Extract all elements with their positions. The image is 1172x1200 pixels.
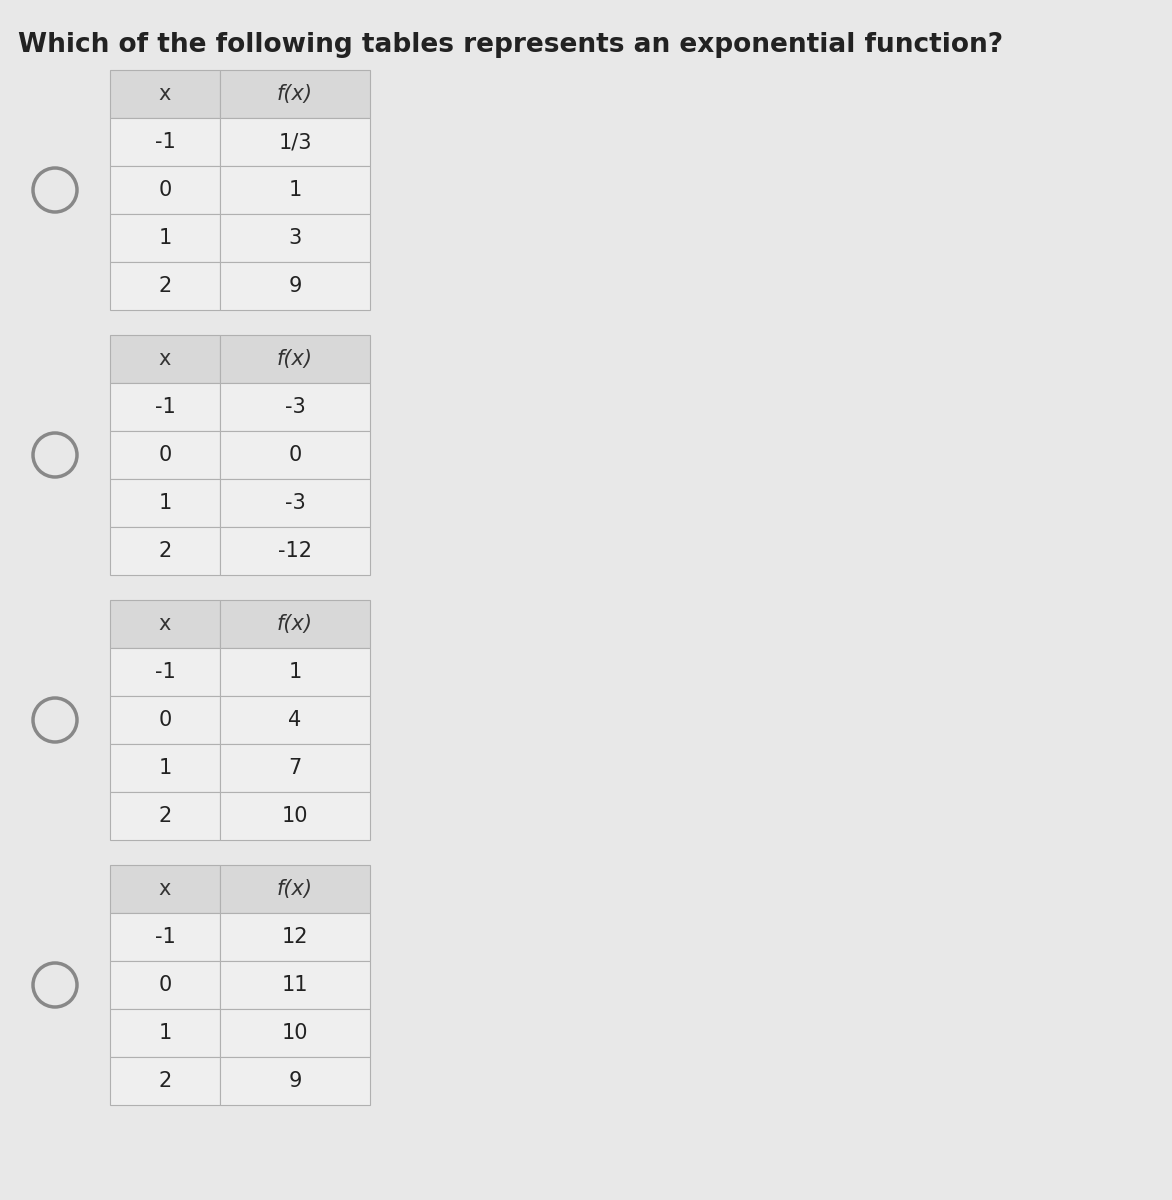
Text: x: x — [159, 878, 171, 899]
Text: 1: 1 — [158, 493, 171, 514]
FancyBboxPatch shape — [110, 744, 220, 792]
FancyBboxPatch shape — [110, 527, 220, 575]
FancyBboxPatch shape — [220, 262, 370, 310]
Text: 3: 3 — [288, 228, 301, 248]
Text: 1: 1 — [158, 1022, 171, 1043]
FancyBboxPatch shape — [110, 118, 220, 166]
FancyBboxPatch shape — [220, 744, 370, 792]
FancyBboxPatch shape — [220, 166, 370, 214]
FancyBboxPatch shape — [220, 214, 370, 262]
Text: 9: 9 — [288, 1070, 301, 1091]
Text: -12: -12 — [278, 541, 312, 560]
Text: f(x): f(x) — [277, 878, 313, 899]
FancyBboxPatch shape — [110, 479, 220, 527]
FancyBboxPatch shape — [220, 600, 370, 648]
Text: 0: 0 — [158, 445, 171, 464]
Text: 2: 2 — [158, 1070, 171, 1091]
FancyBboxPatch shape — [110, 961, 220, 1009]
Text: 1: 1 — [158, 758, 171, 778]
FancyBboxPatch shape — [110, 262, 220, 310]
FancyBboxPatch shape — [220, 1009, 370, 1057]
Text: 1: 1 — [288, 180, 301, 200]
FancyBboxPatch shape — [110, 792, 220, 840]
Text: f(x): f(x) — [277, 84, 313, 104]
FancyBboxPatch shape — [220, 70, 370, 118]
FancyBboxPatch shape — [220, 865, 370, 913]
FancyBboxPatch shape — [220, 527, 370, 575]
Text: 0: 0 — [288, 445, 301, 464]
FancyBboxPatch shape — [110, 1057, 220, 1105]
FancyBboxPatch shape — [220, 913, 370, 961]
Text: 10: 10 — [281, 1022, 308, 1043]
FancyBboxPatch shape — [110, 335, 220, 383]
FancyBboxPatch shape — [220, 335, 370, 383]
Text: -3: -3 — [285, 397, 306, 416]
FancyBboxPatch shape — [220, 696, 370, 744]
Text: 1: 1 — [288, 662, 301, 682]
Text: 12: 12 — [281, 926, 308, 947]
Text: 2: 2 — [158, 541, 171, 560]
Text: 0: 0 — [158, 974, 171, 995]
FancyBboxPatch shape — [110, 214, 220, 262]
Text: -1: -1 — [155, 926, 176, 947]
FancyBboxPatch shape — [110, 600, 220, 648]
Text: x: x — [159, 349, 171, 370]
FancyBboxPatch shape — [220, 479, 370, 527]
Text: 9: 9 — [288, 276, 301, 296]
FancyBboxPatch shape — [110, 1009, 220, 1057]
FancyBboxPatch shape — [110, 865, 220, 913]
Text: 10: 10 — [281, 806, 308, 826]
Text: 1: 1 — [158, 228, 171, 248]
FancyBboxPatch shape — [220, 961, 370, 1009]
Text: -3: -3 — [285, 493, 306, 514]
FancyBboxPatch shape — [110, 648, 220, 696]
FancyBboxPatch shape — [220, 118, 370, 166]
FancyBboxPatch shape — [110, 696, 220, 744]
Text: Which of the following tables represents an exponential function?: Which of the following tables represents… — [18, 32, 1003, 58]
Text: 11: 11 — [281, 974, 308, 995]
Text: -1: -1 — [155, 662, 176, 682]
FancyBboxPatch shape — [110, 913, 220, 961]
Text: 7: 7 — [288, 758, 301, 778]
Text: 1/3: 1/3 — [278, 132, 312, 152]
Text: -1: -1 — [155, 132, 176, 152]
Text: 0: 0 — [158, 710, 171, 730]
Text: 4: 4 — [288, 710, 301, 730]
FancyBboxPatch shape — [110, 431, 220, 479]
Text: 0: 0 — [158, 180, 171, 200]
Text: x: x — [159, 84, 171, 104]
FancyBboxPatch shape — [220, 431, 370, 479]
FancyBboxPatch shape — [220, 648, 370, 696]
Text: f(x): f(x) — [277, 614, 313, 634]
FancyBboxPatch shape — [220, 383, 370, 431]
FancyBboxPatch shape — [110, 383, 220, 431]
Text: 2: 2 — [158, 276, 171, 296]
Text: 2: 2 — [158, 806, 171, 826]
FancyBboxPatch shape — [110, 166, 220, 214]
Text: -1: -1 — [155, 397, 176, 416]
Text: x: x — [159, 614, 171, 634]
FancyBboxPatch shape — [220, 1057, 370, 1105]
FancyBboxPatch shape — [110, 70, 220, 118]
FancyBboxPatch shape — [220, 792, 370, 840]
Text: f(x): f(x) — [277, 349, 313, 370]
